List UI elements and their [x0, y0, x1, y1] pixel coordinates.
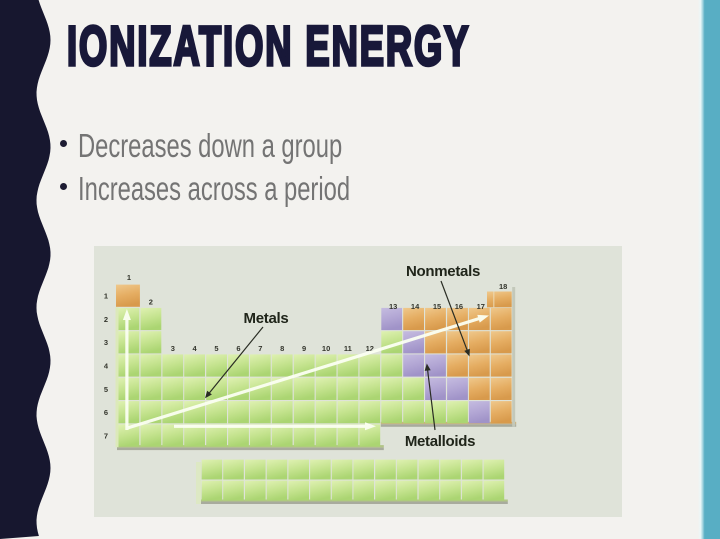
svg-text:10: 10 — [322, 344, 330, 353]
svg-text:6: 6 — [236, 344, 240, 353]
svg-text:3: 3 — [171, 344, 175, 353]
svg-text:2: 2 — [149, 297, 153, 306]
svg-text:4: 4 — [104, 362, 109, 371]
svg-text:1: 1 — [104, 292, 108, 301]
svg-text:7: 7 — [258, 344, 262, 353]
svg-text:Metalloids: Metalloids — [405, 433, 475, 450]
svg-text:2: 2 — [104, 315, 108, 324]
svg-text:Metals: Metals — [244, 310, 289, 327]
svg-text:7: 7 — [104, 431, 108, 440]
svg-text:5: 5 — [104, 385, 108, 394]
svg-text:5: 5 — [214, 344, 218, 353]
svg-text:18: 18 — [499, 282, 507, 291]
svg-text:1: 1 — [127, 273, 131, 282]
svg-text:Nonmetals: Nonmetals — [406, 263, 480, 280]
svg-text:15: 15 — [433, 302, 441, 311]
svg-text:16: 16 — [455, 302, 463, 311]
svg-text:17: 17 — [477, 302, 485, 311]
svg-text:4: 4 — [193, 344, 198, 353]
svg-text:3: 3 — [104, 338, 108, 347]
svg-text:12: 12 — [366, 344, 374, 353]
svg-text:11: 11 — [344, 344, 352, 353]
svg-text:14: 14 — [411, 302, 420, 311]
svg-text:13: 13 — [389, 302, 397, 311]
svg-text:9: 9 — [302, 344, 306, 353]
svg-text:6: 6 — [104, 408, 108, 417]
svg-text:8: 8 — [280, 344, 284, 353]
